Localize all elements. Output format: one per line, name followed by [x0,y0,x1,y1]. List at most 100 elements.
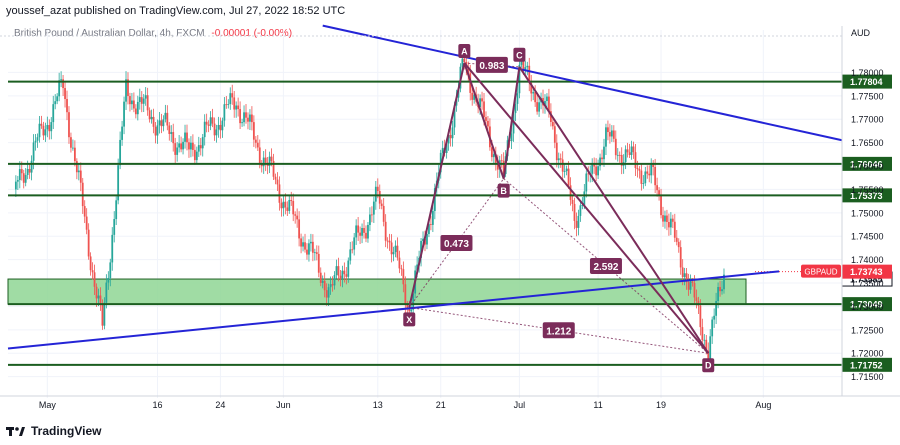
candle-body [193,149,196,161]
ratio-label: 1.212 [546,326,571,337]
candle-body [46,125,49,130]
candle-body [268,156,271,166]
ratio-label-box [542,322,575,339]
candle-body [331,284,334,286]
candle-body [575,220,578,228]
candle-body [492,154,495,158]
candle-body [471,92,474,100]
candle-body [258,147,261,164]
candle-body [524,67,527,70]
candle-body [190,142,192,150]
candle-body [376,186,379,192]
candle-body [127,79,129,97]
candle-body [618,154,621,156]
current-price-tag [842,264,892,279]
candle-body [396,245,399,258]
candle-body [184,132,186,142]
candle-body [595,166,598,176]
candle-body [325,290,328,298]
candle-body [73,147,76,162]
point-label: A [461,47,468,57]
candle-body [624,149,627,163]
candle-body [703,339,706,341]
candle-body [608,132,611,137]
candle-body [614,138,617,156]
publisher-line: youssef_azat published on TradingView.co… [6,5,346,17]
point-label-box [702,358,715,373]
price-change: -0.00001 (-0.00%) [211,28,293,39]
y-tick-label: 1.73000 [851,302,884,312]
candle-body [384,221,387,241]
candle-body [201,137,204,149]
candle-body [60,79,63,81]
y-tick-label: 1.72000 [851,349,884,359]
trendline-descending [322,24,843,142]
candle-body [205,121,208,125]
candle-body [642,183,645,184]
candle-body [111,234,114,263]
candle-body [247,117,249,122]
candle-body [551,121,554,127]
candle-body [16,180,19,182]
pattern-leg-AD [463,62,710,354]
point-label-box [497,183,510,198]
candle-body [115,200,118,220]
level-tag [842,357,892,372]
candle-body [315,252,318,254]
candle-body [262,157,265,167]
candle-body [217,124,220,130]
candle-body [227,104,230,105]
candle-body [22,173,25,183]
candle-body [339,275,342,280]
candle-body [673,221,676,238]
candle-body [378,191,381,204]
candle-body [679,247,682,268]
candle-body [300,238,302,247]
ratio-label-box [440,235,473,252]
candle-body [662,215,664,222]
tradingview-logo-icon [6,427,25,436]
candle-body [56,96,59,102]
candle-body [705,339,708,351]
candle-body [666,215,668,222]
candle-body [294,214,297,216]
candle-body [587,173,590,175]
grid-lines [8,30,842,398]
candle-body [18,169,21,181]
candle-body [709,336,712,361]
candle-body [638,169,641,171]
instrument-legend: British Pound / Australian Dollar, 4h, F… [14,28,292,39]
candle-body [195,151,198,161]
candle-body [219,124,222,131]
candle-body [654,166,657,186]
candle-body [351,249,354,251]
candle-body [573,203,576,221]
level-value: 1.71752 [850,360,883,370]
candle-body [577,215,580,228]
candle-body [42,125,45,136]
candle-body [142,98,145,104]
candle-body [99,295,102,305]
candle-body [225,104,228,106]
candle-body [532,92,535,94]
candle-body [134,108,137,115]
point-label-box [403,312,416,327]
candle-body [648,173,651,176]
candle-body [402,269,405,285]
candle-body [38,123,41,138]
candle-body [278,184,281,203]
candle-body [634,152,637,169]
candle-body [449,134,452,139]
candle-body [241,122,243,124]
candle-body [646,171,649,174]
candle-body [170,132,173,134]
candle-body [597,166,599,176]
candle-body [91,270,94,273]
pattern-ratio-line [464,62,520,68]
candle-body [146,95,149,111]
currency-label: AUD [851,28,871,38]
candle-body [308,243,310,255]
candle-body [664,215,666,222]
candle-body [548,96,550,112]
